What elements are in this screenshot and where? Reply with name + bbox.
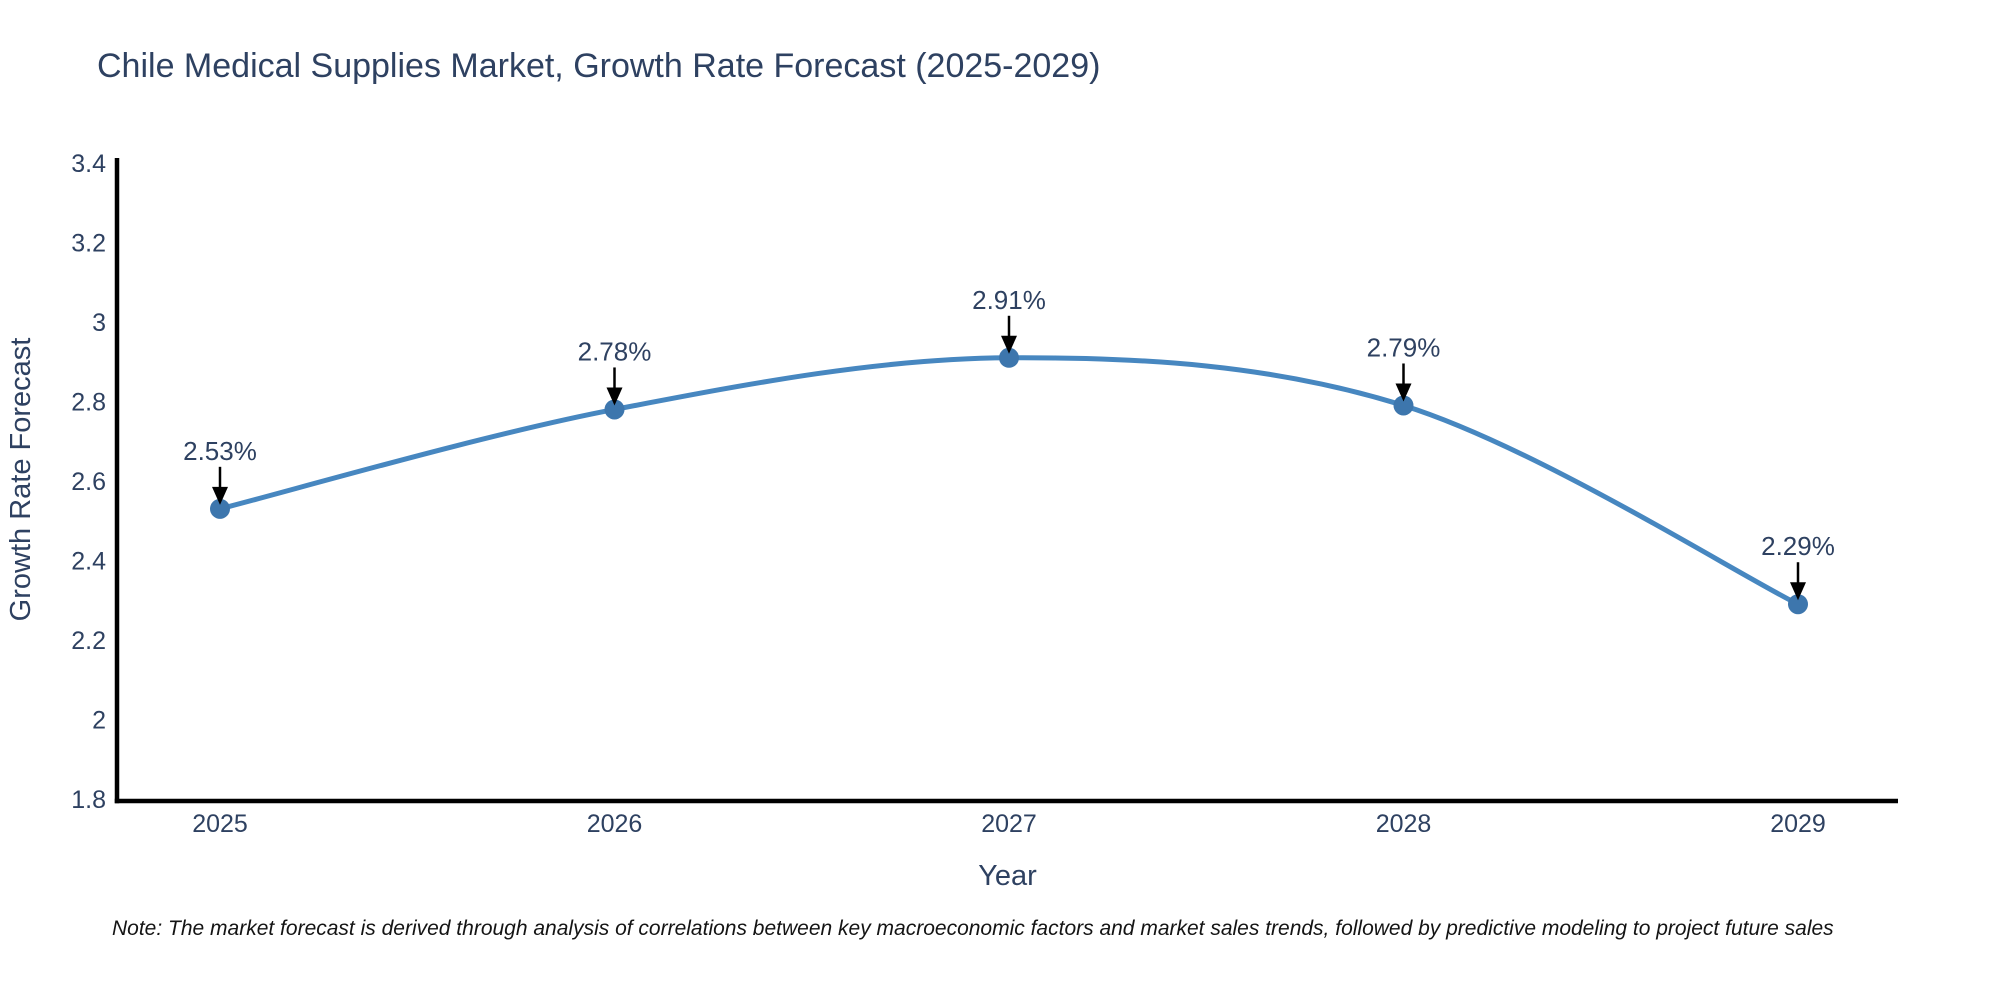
chart-title: Chile Medical Supplies Market, Growth Ra… <box>97 47 1101 85</box>
annotation-label: 2.79% <box>1367 332 1441 362</box>
data-point-marker <box>210 498 230 519</box>
annotation-arrowhead-icon <box>1395 383 1412 402</box>
y-axis-title: Growth Rate Forecast <box>5 338 37 622</box>
y-tick-label: 2.4 <box>71 548 106 576</box>
forecast-line <box>217 355 1801 607</box>
annotation-label: 2.53% <box>183 436 257 466</box>
x-tick-label: 2028 <box>1376 810 1432 838</box>
chart-footnote: Note: The market forecast is derived thr… <box>112 917 1834 940</box>
x-axis-title: Year <box>978 860 1037 892</box>
y-tick-label: 1.8 <box>71 786 106 814</box>
annotation-arrowhead-icon <box>1001 335 1017 354</box>
annotation-arrowhead-icon <box>606 387 623 406</box>
x-tick-label: 2029 <box>1770 810 1826 838</box>
y-tick-label: 3.4 <box>71 150 106 178</box>
y-tick-label: 2.2 <box>71 627 106 655</box>
data-point-marker <box>604 399 625 420</box>
data-point-marker <box>1393 395 1414 416</box>
annotation-label: 2.78% <box>578 336 652 366</box>
annotation-label: 2.91% <box>972 285 1046 315</box>
y-tick-label: 2.6 <box>71 468 106 496</box>
y-tick-label: 2.8 <box>71 389 106 417</box>
annotation-arrowhead-icon <box>1790 582 1806 601</box>
annotation-arrowhead-icon <box>212 486 228 505</box>
y-tick-label: 3 <box>92 309 106 337</box>
data-point-marker <box>999 347 1019 368</box>
x-tick-label: 2027 <box>981 810 1037 838</box>
x-tick-label: 2026 <box>587 810 643 838</box>
y-tick-label: 3.2 <box>71 230 106 258</box>
x-tick-label: 2025 <box>192 810 248 838</box>
y-tick-label: 2 <box>92 707 106 735</box>
data-point-marker <box>1788 594 1808 615</box>
annotation-label: 2.29% <box>1761 531 1835 561</box>
